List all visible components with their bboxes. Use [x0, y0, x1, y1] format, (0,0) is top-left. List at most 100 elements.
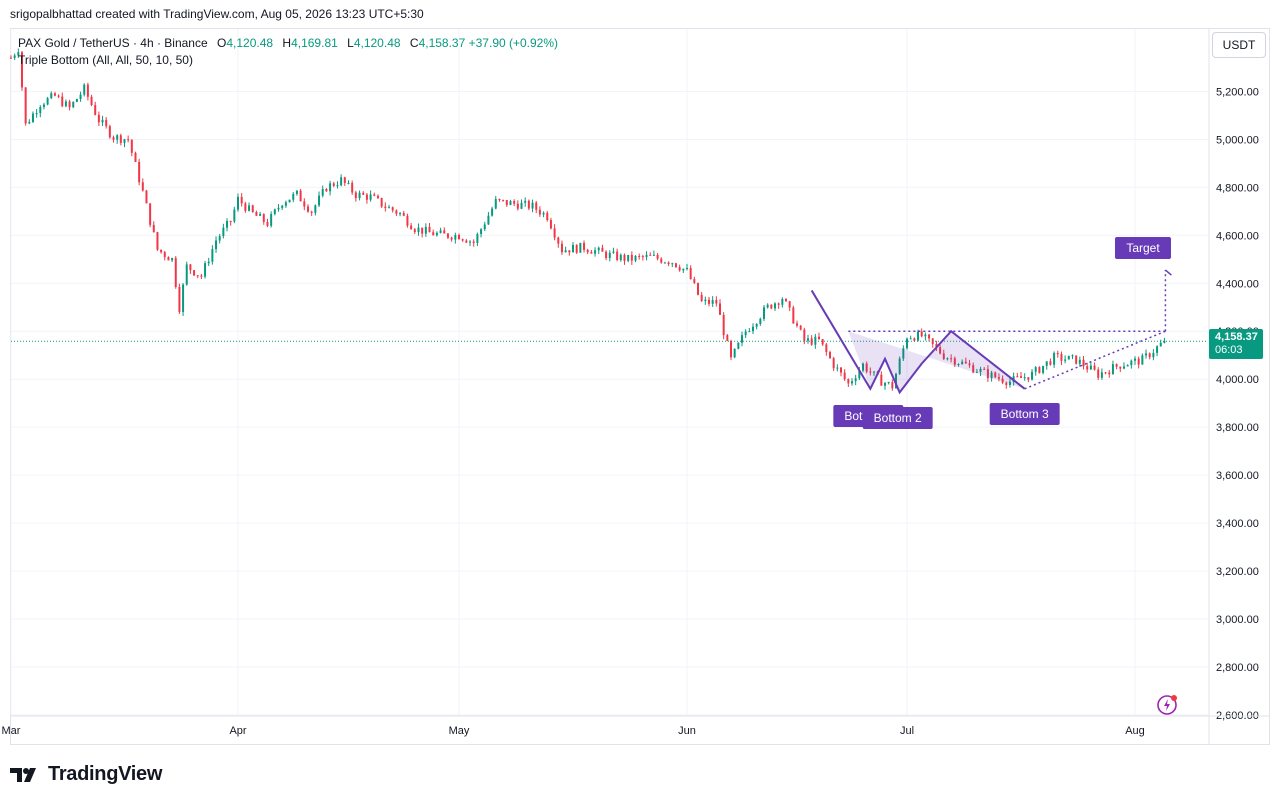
- candle-body: [240, 196, 243, 204]
- candle-body: [884, 383, 886, 386]
- candle-body: [410, 225, 413, 230]
- candle-body: [24, 87, 27, 124]
- candle-body: [935, 343, 938, 348]
- candle-body: [671, 263, 674, 265]
- candle-body: [619, 254, 622, 260]
- candle-body: [660, 258, 663, 263]
- candle-body: [255, 211, 258, 216]
- candle-body: [1163, 341, 1166, 343]
- candle-body: [568, 250, 571, 253]
- candle-body: [347, 182, 350, 184]
- candle-body: [909, 338, 912, 340]
- candle-body: [572, 244, 574, 253]
- candle-body: [1016, 376, 1019, 378]
- candle-body: [314, 205, 317, 213]
- candle-body: [266, 221, 269, 226]
- candle-body: [450, 237, 453, 240]
- candle-body: [1082, 359, 1085, 367]
- candle-body: [667, 262, 670, 265]
- candle-body: [711, 300, 714, 304]
- candle-body: [663, 262, 666, 264]
- candle-body: [72, 101, 75, 108]
- target-arrow: [1164, 269, 1172, 276]
- candle-body: [171, 258, 174, 261]
- candle-body: [1034, 367, 1037, 372]
- candle-body: [248, 205, 251, 211]
- candle-body: [127, 139, 130, 141]
- candle-body: [222, 227, 225, 237]
- breakout-line: [1024, 330, 1166, 390]
- candle-body: [336, 185, 339, 187]
- candle-body: [167, 257, 170, 261]
- y-tick-label: 5,200.00: [1216, 86, 1259, 98]
- candle-body: [1126, 365, 1129, 367]
- candle-body: [741, 335, 743, 343]
- candle-body: [461, 239, 464, 241]
- candle-body: [505, 200, 508, 205]
- candle-body: [920, 331, 923, 337]
- candle-body: [829, 352, 831, 359]
- candle-body: [417, 227, 420, 233]
- currency-button[interactable]: USDT: [1212, 32, 1266, 58]
- candle-body: [862, 363, 864, 371]
- y-tick-label: 4,400.00: [1216, 278, 1259, 290]
- candle-body: [564, 250, 567, 253]
- tradingview-logo[interactable]: TradingView: [10, 763, 162, 786]
- candle-body: [560, 243, 563, 253]
- candle-body: [950, 358, 953, 360]
- y-tick-label: 4,000.00: [1216, 374, 1259, 386]
- candle-body: [20, 52, 23, 88]
- candle-body: [678, 267, 681, 271]
- candle-body: [270, 213, 273, 226]
- candle-body: [601, 247, 604, 252]
- candle-body: [318, 195, 321, 206]
- candle-body: [1027, 377, 1030, 380]
- candle-body: [237, 196, 239, 210]
- candle-body: [939, 347, 942, 354]
- candle-body: [832, 358, 835, 369]
- indicator-label[interactable]: Triple Bottom (All, All, 50, 10, 50): [18, 53, 193, 67]
- high-label: H: [282, 36, 292, 50]
- candle-body: [612, 251, 615, 253]
- candle-body: [1075, 355, 1078, 364]
- open-value: 4,120.48: [226, 36, 274, 50]
- candle-body: [42, 104, 45, 107]
- candle-body: [376, 195, 379, 198]
- candle-body: [763, 307, 765, 319]
- candle-body: [1005, 382, 1008, 386]
- candle-body: [1115, 364, 1118, 367]
- candle-body: [424, 226, 427, 234]
- candle-body: [634, 255, 637, 261]
- candle-body: [513, 201, 516, 204]
- candle-body: [788, 301, 791, 308]
- candle-body: [288, 199, 291, 203]
- candle-body: [53, 93, 56, 96]
- symbol-label[interactable]: PAX Gold / TetherUS · 4h · Binance: [18, 36, 208, 50]
- candle-body: [152, 224, 155, 233]
- candle-body: [13, 55, 16, 58]
- candle-body: [193, 270, 196, 276]
- target-label-box: [1115, 237, 1171, 259]
- y-tick-label: 3,400.00: [1216, 518, 1259, 530]
- candle-body: [847, 379, 850, 384]
- candle-body: [354, 192, 357, 199]
- candle-body: [887, 382, 890, 384]
- candle-body: [406, 215, 409, 226]
- candle-body: [594, 250, 597, 254]
- last-price-tag: 4,158.37 06:03: [1209, 329, 1263, 359]
- candle-body: [75, 99, 78, 102]
- flash-icon[interactable]: [1156, 693, 1180, 717]
- candle-body: [726, 335, 729, 341]
- candle-body: [358, 192, 361, 199]
- candle-body: [211, 249, 214, 262]
- candle-body: [708, 299, 710, 304]
- bottom-2-label-box: [862, 407, 933, 429]
- candles: [10, 48, 1208, 391]
- candle-body: [1156, 346, 1159, 353]
- candle-body: [108, 126, 111, 138]
- candle-body: [913, 338, 916, 341]
- candle-body: [586, 249, 589, 253]
- candle-body: [986, 369, 989, 379]
- candle-body: [262, 214, 265, 222]
